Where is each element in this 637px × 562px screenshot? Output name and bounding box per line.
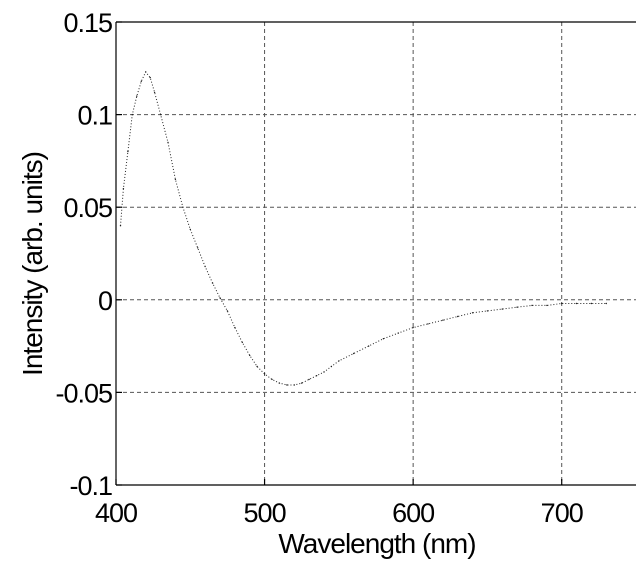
data-point: [286, 384, 288, 386]
x-tick-labels: 400 500 600 700: [95, 498, 584, 528]
data-point: [197, 247, 199, 249]
data-point: [293, 384, 295, 386]
data-point: [301, 382, 303, 384]
data-point: [182, 206, 184, 208]
data-point: [367, 345, 370, 347]
data-point: [442, 319, 444, 321]
data-point: [140, 80, 142, 83]
y-tick-label: 0.1: [77, 101, 112, 131]
data-point: [241, 341, 243, 344]
data-point: [271, 378, 273, 381]
y-tick-label: 0: [98, 286, 112, 316]
x-tick-label: 700: [541, 498, 583, 528]
series-line: [120, 71, 607, 386]
data-point: [153, 91, 156, 94]
data-point: [167, 141, 169, 144]
data-point: [315, 375, 318, 377]
data-point: [119, 225, 122, 227]
data-point: [330, 365, 333, 368]
data-point: [249, 354, 251, 357]
data-point: [211, 282, 214, 284]
data-point: [174, 178, 177, 181]
data-point: [263, 373, 266, 375]
data-point: [471, 312, 474, 314]
data-point: [256, 365, 258, 368]
plot-area: [119, 71, 607, 386]
y-tick-label: -0.1: [69, 471, 112, 501]
data-point: [546, 304, 548, 307]
data-point: [226, 310, 229, 312]
x-tick-label: 400: [95, 498, 137, 528]
data-point: [323, 371, 325, 373]
data-point: [412, 326, 414, 329]
y-tick-label: 0.15: [63, 8, 112, 38]
data-point: [136, 95, 138, 97]
data-point: [131, 113, 133, 116]
data-point: [501, 308, 503, 310]
data-point: [575, 302, 578, 305]
y-tick-label: -0.05: [55, 378, 112, 408]
data-point: [127, 150, 129, 153]
grid: [116, 22, 636, 485]
data-point: [219, 297, 221, 299]
data-point: [353, 352, 355, 355]
data-point: [149, 76, 151, 79]
data-point: [122, 188, 125, 190]
data-point: [308, 378, 310, 381]
x-tick-label: 600: [392, 498, 434, 528]
data-point: [605, 302, 607, 305]
data-point: [486, 310, 489, 312]
y-axis-label: Intensity (arb. units): [17, 152, 48, 376]
data-point: [531, 304, 533, 307]
data-point: [397, 332, 399, 334]
data-point: [204, 265, 206, 268]
data-point: [427, 323, 429, 325]
data-point: [516, 306, 518, 308]
data-point: [159, 113, 162, 116]
data-point: [278, 382, 281, 384]
data-point: [561, 302, 563, 305]
y-tick-labels: -0.1 -0.05 0 0.05 0.1 0.15: [55, 8, 113, 501]
y-tick-label: 0.05: [63, 193, 112, 223]
data-point: [457, 315, 459, 318]
data-point: [145, 71, 147, 73]
axes-frame: [115, 21, 636, 486]
x-axis-label: Wavelength (nm): [278, 528, 475, 559]
data-point: [338, 360, 340, 362]
data-point: [382, 338, 385, 340]
data-point: [590, 302, 593, 305]
data-point: [189, 228, 191, 231]
data-point: [234, 326, 236, 329]
x-tick-label: 500: [244, 498, 286, 528]
